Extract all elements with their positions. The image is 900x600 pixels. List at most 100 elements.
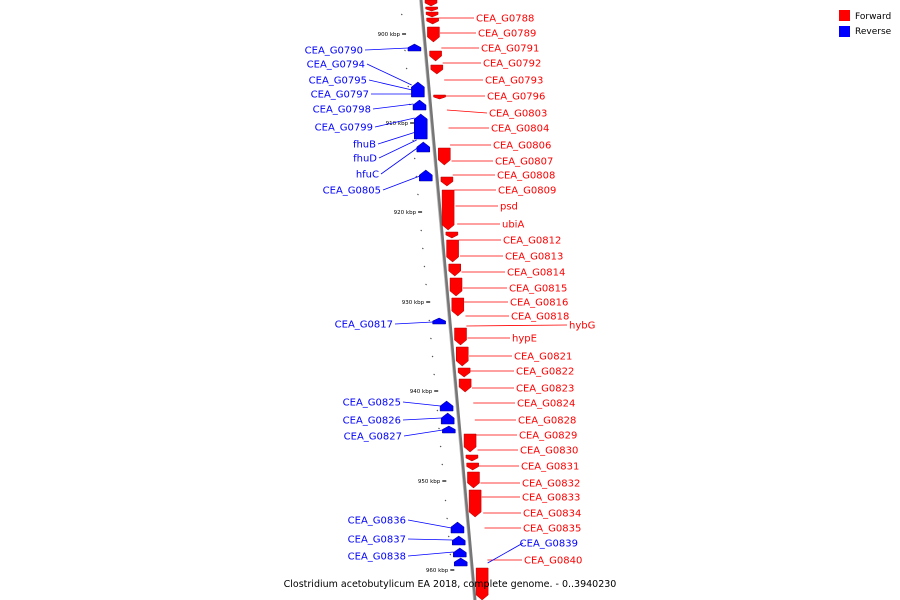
forward-gene-label: psd bbox=[500, 202, 518, 213]
reverse-gene-arrow bbox=[453, 557, 468, 567]
forward-gene-arrow bbox=[455, 346, 469, 367]
leader-layer bbox=[364, 17, 568, 564]
forward-gene-label: hypE bbox=[512, 334, 537, 345]
forward-gene-label: CEA_G0816 bbox=[510, 298, 568, 309]
forward-gene-arrow bbox=[438, 147, 451, 166]
reverse-gene-label: CEA_G0817 bbox=[335, 320, 393, 331]
scale-minor-tick bbox=[444, 499, 447, 502]
scale-minor-tick bbox=[446, 517, 448, 520]
forward-gene-label: CEA_G0835 bbox=[523, 524, 581, 535]
forward-gene-label: CEA_G0823 bbox=[516, 384, 574, 395]
forward-gene-arrow bbox=[426, 17, 439, 25]
scale-minor-tick bbox=[407, 85, 410, 88]
forward-gene-label: CEA_G0807 bbox=[495, 157, 553, 168]
reverse-gene-label: hfuC bbox=[356, 170, 379, 181]
reverse-leader-line bbox=[364, 47, 409, 51]
forward-gene-arrow bbox=[465, 454, 479, 462]
reverse-gene-label: CEA_G0827 bbox=[344, 432, 402, 443]
forward-gene-arrow bbox=[454, 327, 467, 346]
reverse-leader-line bbox=[407, 519, 452, 529]
forward-gene-label: CEA_G0809 bbox=[498, 186, 556, 197]
reverse-leader-line bbox=[380, 147, 418, 175]
reverse-gene-label: CEA_G0805 bbox=[323, 186, 381, 197]
forward-gene-arrow bbox=[446, 239, 459, 263]
forward-gene-label: CEA_G0833 bbox=[522, 493, 580, 504]
tick-layer: 900 kbp 910 kbp 920 kbp 930 kbp 940 kbp 950 k… bbox=[378, 13, 455, 574]
reverse-gene-arrow bbox=[440, 412, 455, 425]
forward-gene-arrow bbox=[449, 277, 463, 297]
gene-layer bbox=[407, 0, 489, 600]
forward-gene-label: CEA_G0814 bbox=[507, 268, 565, 279]
scale-minor-tick bbox=[449, 553, 452, 556]
forward-gene-arrow bbox=[467, 471, 480, 489]
reverse-gene-label: CEA_G0839 bbox=[520, 539, 578, 550]
forward-gene-arrow bbox=[425, 11, 439, 18]
reverse-leader-line bbox=[378, 139, 417, 159]
reverse-leader-line bbox=[407, 551, 454, 557]
reverse-gene-label: CEA_G0799 bbox=[315, 123, 373, 134]
reverse-leader-line bbox=[394, 321, 434, 325]
forward-gene-arrow bbox=[466, 462, 479, 471]
scale-minor-tick bbox=[439, 445, 442, 448]
forward-leader-line bbox=[466, 324, 568, 327]
forward-gene-label: CEA_G0792 bbox=[483, 59, 541, 70]
scale-minor-tick bbox=[428, 319, 431, 322]
scale-minor-tick bbox=[447, 535, 450, 538]
scale-minor-tick bbox=[436, 409, 439, 412]
forward-gene-arrow bbox=[425, 6, 438, 12]
scale-minor-tick bbox=[400, 13, 403, 16]
forward-gene-arrow bbox=[451, 297, 465, 317]
forward-gene-label: CEA_G0830 bbox=[520, 446, 578, 457]
reverse-gene-arrow bbox=[407, 43, 422, 52]
forward-gene-label: CEA_G0818 bbox=[511, 312, 569, 323]
legend-label-reverse: Reverse bbox=[855, 27, 892, 37]
scale-minor-tick bbox=[412, 139, 414, 142]
reverse-gene-arrow bbox=[412, 99, 427, 111]
forward-gene-arrow bbox=[457, 367, 471, 378]
forward-leader-line bbox=[446, 109, 488, 114]
reverse-gene-label: CEA_G0837 bbox=[348, 535, 406, 546]
legend: Forward Reverse bbox=[839, 10, 892, 37]
forward-gene-label: CEA_G0793 bbox=[485, 76, 543, 87]
reverse-leader-line bbox=[487, 542, 524, 564]
reverse-gene-label: CEA_G0790 bbox=[305, 46, 363, 57]
reverse-gene-arrow bbox=[432, 317, 446, 325]
forward-gene-label: CEA_G0834 bbox=[523, 509, 581, 520]
scale-tick-label: 910 kbp bbox=[386, 121, 409, 127]
forward-gene-label: ubiA bbox=[502, 220, 524, 231]
reverse-leader-line bbox=[407, 538, 453, 541]
forward-gene-arrow bbox=[427, 26, 440, 43]
scale-tick-label: 940 kbp bbox=[410, 389, 433, 395]
reverse-leader-line bbox=[402, 417, 442, 421]
reverse-gene-label: CEA_G0795 bbox=[309, 76, 367, 87]
reverse-leader-line bbox=[366, 63, 412, 86]
reverse-gene-label: CEA_G0838 bbox=[348, 552, 406, 563]
genome-backbone bbox=[419, 0, 477, 600]
forward-gene-label: CEA_G0789 bbox=[478, 29, 536, 40]
reverse-leader-line bbox=[372, 103, 414, 110]
forward-gene-arrow bbox=[429, 50, 442, 62]
reverse-gene-arrow bbox=[453, 547, 467, 558]
reverse-leader-line bbox=[403, 429, 443, 437]
reverse-leader-line bbox=[368, 79, 413, 91]
scale-minor-tick bbox=[404, 49, 406, 52]
forward-gene-arrow bbox=[445, 231, 459, 239]
scale-minor-tick bbox=[433, 373, 436, 376]
forward-gene-label: CEA_G0815 bbox=[509, 284, 567, 295]
scale-minor-tick bbox=[413, 157, 416, 160]
scale-tick-label: 900 kbp bbox=[378, 32, 401, 38]
forward-gene-arrow bbox=[441, 189, 455, 231]
label-layer: CEA_G0788 CEA_G0789 CEA_G0791 CEA_G0792 CEA_… bbox=[305, 14, 596, 567]
forward-gene-label: CEA_G0831 bbox=[521, 462, 579, 473]
forward-gene-arrow bbox=[440, 176, 454, 187]
scale-minor-tick bbox=[421, 247, 424, 250]
reverse-gene-label: CEA_G0797 bbox=[311, 90, 369, 101]
genome-caption: Clostridium acetobutylicum EA 2018, comp… bbox=[283, 579, 617, 590]
scale-minor-tick bbox=[423, 265, 426, 268]
reverse-gene-label: fhuB bbox=[353, 140, 376, 151]
forward-gene-arrow bbox=[458, 378, 472, 393]
reverse-gene-arrow bbox=[450, 521, 465, 534]
forward-gene-label: CEA_G0840 bbox=[524, 556, 582, 567]
forward-gene-label: CEA_G0829 bbox=[519, 431, 577, 442]
